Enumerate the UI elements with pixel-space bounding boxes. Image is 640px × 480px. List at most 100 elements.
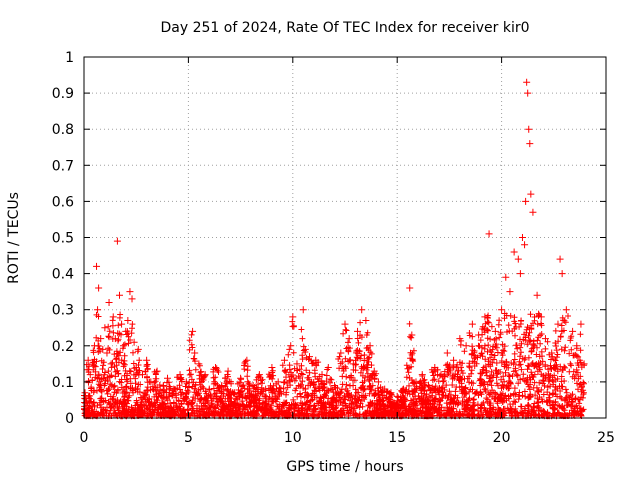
data-point <box>324 363 332 371</box>
x-tick-labels: 0 5 10 15 20 25 <box>80 430 615 446</box>
y-tick-label: 1 <box>65 50 74 66</box>
data-point <box>475 331 483 339</box>
data-point <box>450 356 458 364</box>
data-point <box>562 306 570 314</box>
data-point <box>191 349 199 357</box>
data-point <box>514 255 522 263</box>
data-point <box>393 392 401 400</box>
data-point <box>289 313 297 321</box>
x-tick-label: 10 <box>284 430 302 446</box>
data-point <box>189 327 197 335</box>
data-point <box>301 345 309 353</box>
data-point <box>533 291 541 299</box>
data-point <box>502 273 510 281</box>
data-point <box>522 197 530 205</box>
data-point <box>81 389 89 397</box>
data-point <box>412 378 420 386</box>
data-point <box>218 382 226 390</box>
data-point <box>331 382 339 390</box>
data-point <box>318 371 326 379</box>
data-point <box>374 378 382 386</box>
data-point <box>399 385 407 393</box>
x-tick-label: 15 <box>388 430 406 446</box>
data-point <box>134 345 142 353</box>
data-point <box>425 382 433 390</box>
data-point <box>195 360 203 368</box>
data-point <box>143 356 151 364</box>
data-point <box>128 295 136 303</box>
data-point <box>147 378 155 386</box>
data-point <box>201 371 209 379</box>
data-point <box>456 335 464 343</box>
data-point <box>94 306 102 314</box>
data-point <box>312 356 320 364</box>
data-point <box>124 317 132 325</box>
data-point <box>548 349 556 357</box>
data-point <box>84 356 92 364</box>
y-tick-label: 0.6 <box>52 194 74 210</box>
data-point <box>556 255 564 263</box>
data-point <box>358 306 366 314</box>
data-point <box>573 342 581 350</box>
data-point <box>521 241 529 249</box>
data-point <box>212 363 220 371</box>
data-point <box>580 360 588 368</box>
data-point <box>113 237 121 245</box>
data-point <box>569 327 577 335</box>
data-point <box>299 306 307 314</box>
data-point <box>86 371 94 379</box>
y-tick-label: 0 <box>65 411 74 427</box>
data-point <box>345 335 353 343</box>
data-point <box>105 298 113 306</box>
data-point <box>132 363 140 371</box>
data-point <box>462 342 470 350</box>
data-point <box>431 363 439 371</box>
data-point <box>101 324 109 332</box>
data-point <box>437 371 445 379</box>
data-point <box>130 338 138 346</box>
data-point <box>176 371 184 379</box>
data-point <box>524 89 532 97</box>
data-point <box>103 349 111 357</box>
data-point <box>182 378 190 386</box>
y-tick-label: 0.9 <box>52 86 74 102</box>
data-point <box>224 367 232 375</box>
data-point <box>280 356 288 364</box>
data-point <box>370 367 378 375</box>
data-point <box>90 342 98 350</box>
data-point <box>95 284 103 292</box>
data-point <box>481 313 489 321</box>
data-point <box>498 306 506 314</box>
data-point <box>491 327 499 335</box>
measurement-cloud-marks <box>81 310 588 420</box>
data-point <box>418 371 426 379</box>
data-point <box>93 262 101 270</box>
data-point <box>387 389 395 397</box>
y-tick-label: 0.5 <box>52 231 74 247</box>
data-point <box>170 385 178 393</box>
data-point <box>120 342 128 350</box>
data-point <box>255 371 263 379</box>
data-point <box>97 335 105 343</box>
data-point <box>337 349 345 357</box>
data-point <box>122 327 130 335</box>
axis-ticks <box>83 56 607 419</box>
data-point <box>526 140 534 148</box>
data-point <box>525 125 533 133</box>
data-point <box>529 208 537 216</box>
y-tick-label: 0.7 <box>52 158 74 174</box>
data-point <box>554 320 562 328</box>
data-point <box>523 78 531 86</box>
data-point <box>107 360 115 368</box>
data-point <box>443 349 451 357</box>
data-point <box>99 345 107 353</box>
x-tick-label: 5 <box>184 430 193 446</box>
data-point <box>287 342 295 350</box>
data-points <box>81 78 588 400</box>
data-point <box>537 313 545 321</box>
y-tick-label: 0.1 <box>52 375 74 391</box>
data-point <box>274 378 282 386</box>
data-point <box>268 363 276 371</box>
data-point <box>516 270 524 278</box>
x-tick-label: 20 <box>493 430 511 446</box>
